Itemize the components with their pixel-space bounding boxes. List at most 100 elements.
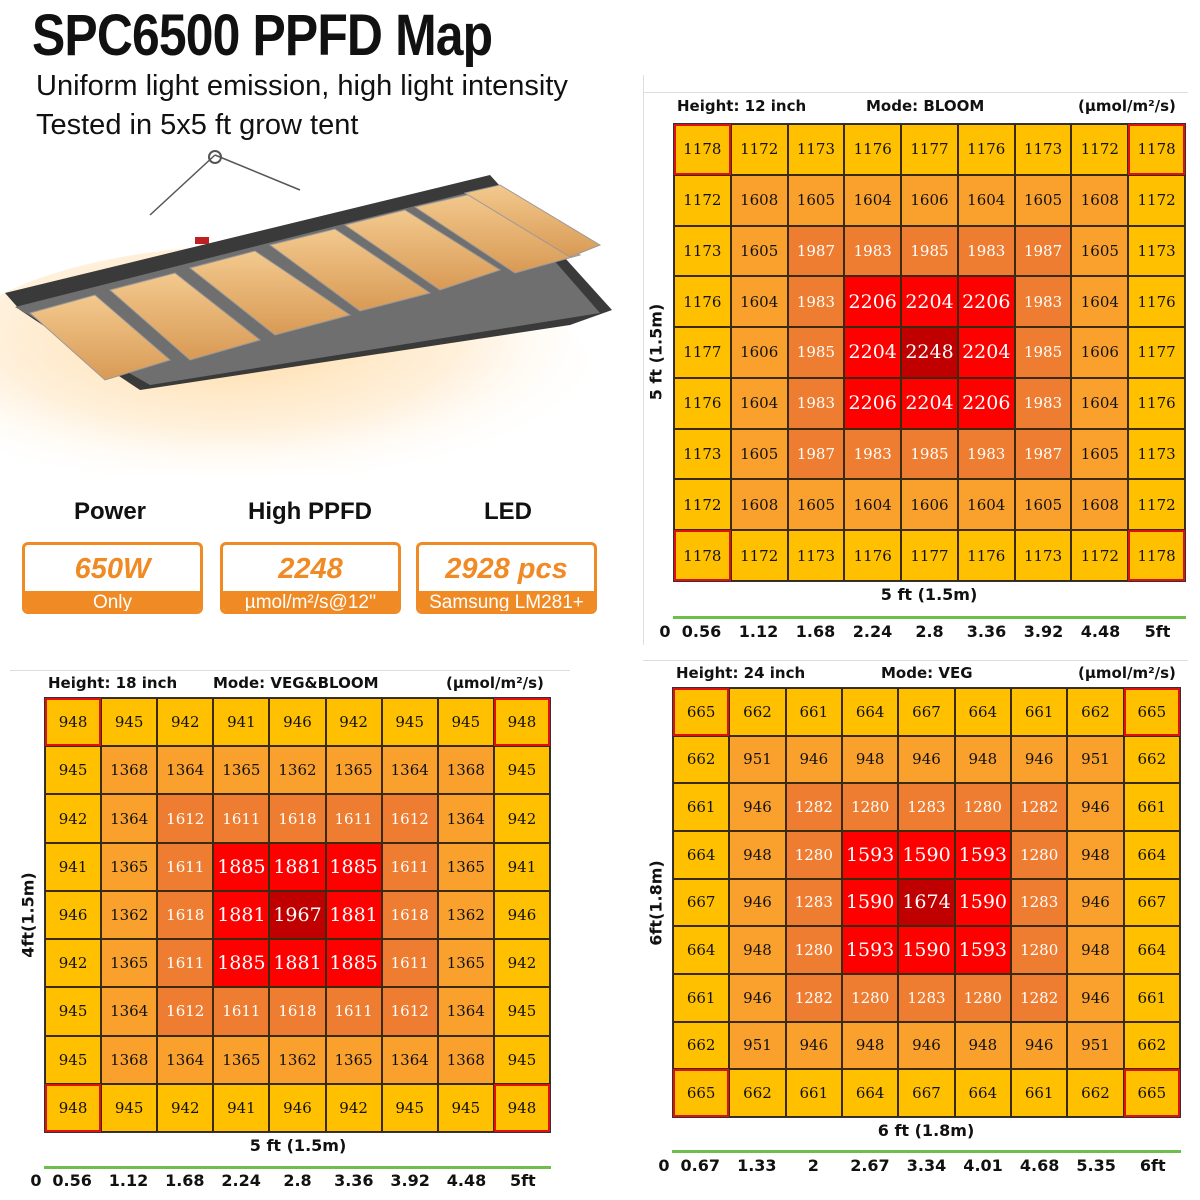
heatmap-cell: 945: [437, 1083, 494, 1132]
heatmap-cell: 1674: [898, 878, 955, 927]
heatmap-cell: 945: [381, 698, 438, 747]
x-tick-label: 0: [659, 622, 671, 641]
x-tick-label: 2: [807, 1156, 819, 1175]
heatmap-cell: 1364: [101, 987, 158, 1036]
heatmap-cell: 1176: [844, 124, 902, 175]
heatmap-cell: 2204: [901, 377, 958, 429]
feature-led-box: 2928 pcs Samsung LM281+: [416, 542, 597, 614]
heatmap-cell: 1593: [954, 926, 1011, 974]
x-tick-label: 6ft: [1139, 1156, 1166, 1175]
heatmap-cell: 945: [101, 1083, 158, 1132]
subtitle-uniform: Uniform light emission, high light inten…: [36, 70, 568, 102]
heatmap-cell: 662: [1067, 688, 1124, 736]
heatmap-cell: 1618: [269, 987, 326, 1036]
x-tick-label: 1.68: [165, 1171, 205, 1190]
heatmap-cell: 1172: [1071, 530, 1129, 581]
map-mode-label: Mode: VEG&BLOOM: [213, 674, 379, 692]
heatmap-cell: 1365: [213, 746, 270, 795]
heatmap-cell: 1983: [957, 225, 1015, 277]
heatmap-cell: 1604: [730, 377, 788, 429]
heatmap-cell: 942: [493, 794, 550, 843]
map-y-label: 5 ft (1.5m): [646, 303, 666, 401]
x-tick-label: 2.24: [221, 1171, 261, 1190]
heatmap-cell: 1611: [213, 794, 270, 843]
heatmap-cell: 1881: [213, 890, 270, 940]
heatmap-cell: 661: [785, 688, 842, 736]
heatmap-cell: 942: [45, 794, 102, 843]
subtitle-tested: Tested in 5x5 ft grow tent: [36, 109, 359, 141]
heatmap-cell: 946: [785, 1021, 842, 1070]
heatmap-cell: 1173: [1128, 225, 1185, 277]
heatmap-cell: 948: [45, 698, 102, 747]
heatmap-cell: 948: [1067, 831, 1124, 879]
heatmap-cell: 1611: [325, 794, 382, 843]
heatmap-cell: 1172: [1071, 124, 1129, 175]
x-tick-label: 3.92: [390, 1171, 430, 1190]
heatmap-cell: 946: [1067, 878, 1124, 927]
feature-power-box: 650W Only: [22, 542, 203, 614]
heatmap-cell: 1173: [674, 428, 731, 480]
x-tick-label: 1.68: [795, 622, 836, 641]
heatmap-cell: 1612: [381, 794, 438, 843]
heatmap-cell: 946: [729, 878, 786, 927]
heatmap-cell: 1178: [674, 530, 731, 581]
x-axis-line: [673, 605, 1186, 619]
x-tick-label: 1.12: [108, 1171, 149, 1190]
heatmap-cell: 1365: [213, 1035, 270, 1084]
heatmap-cell: 1365: [101, 939, 158, 988]
heatmap-cell: 661: [1123, 974, 1180, 1022]
heatmap-cell: 1604: [1071, 276, 1129, 328]
heatmap-cell: 1364: [381, 746, 438, 795]
feature-ppfd-value: 2248: [278, 553, 343, 585]
heatmap-cell: 946: [1067, 974, 1124, 1022]
map-unit-label: (µmol/m²/s): [1078, 97, 1176, 115]
heatmap-cell: 667: [898, 688, 955, 736]
heatmap-cell: 1605: [730, 428, 788, 480]
heatmap-cell: 2204: [844, 327, 902, 378]
heatmap-cell: 945: [101, 698, 158, 747]
heatmap-cell: 941: [45, 842, 102, 891]
heatmap-cell: 667: [898, 1069, 955, 1117]
heatmap-cell: 1604: [844, 479, 902, 531]
heatmap-cell: 948: [954, 735, 1011, 784]
heatmap-cell: 945: [493, 1035, 550, 1084]
heatmap-cell: 948: [729, 926, 786, 974]
heatmap-cell: 942: [157, 1083, 214, 1132]
heatmap-cell: 942: [493, 939, 550, 988]
heatmap-cell: 946: [898, 1021, 955, 1070]
heatmap-cell: 1612: [157, 987, 214, 1036]
heatmap-cell: 1611: [325, 987, 382, 1036]
heatmap-cell: 1605: [787, 174, 845, 226]
x-tick-label: 5.35: [1076, 1156, 1116, 1175]
heatmap-cell: 1283: [785, 878, 842, 927]
x-tick-label: 3.92: [1023, 622, 1064, 641]
heatmap-cell: 1364: [101, 794, 158, 843]
heatmap-cell: 1606: [901, 174, 958, 226]
heatmap-cell: 945: [45, 746, 102, 795]
x-tick-label: 0: [30, 1171, 42, 1190]
heatmap-grid: 1178 1172 1173 1176 1177 1176 1173 1172 1178 1172…: [673, 123, 1186, 582]
heatmap-cell: 941: [213, 1083, 270, 1132]
heatmap-cell: 665: [1123, 1069, 1180, 1117]
heatmap-cell: 667: [673, 878, 730, 927]
heatmap-cell: 2206: [844, 276, 902, 328]
x-tick-label: 4.01: [963, 1156, 1003, 1175]
x-tick-label: 4.68: [1019, 1156, 1060, 1175]
heatmap-cell: 945: [45, 1035, 102, 1084]
heatmap-cell: 1283: [1010, 878, 1068, 927]
heatmap-cell: 1604: [957, 174, 1015, 226]
heatmap-cell: 951: [1067, 1021, 1124, 1070]
heatmap-cell: 946: [898, 735, 955, 784]
map-y-label: 6ft(1.8m): [646, 860, 666, 946]
x-tick-label: 0.56: [681, 622, 722, 641]
x-tick-label: 2.8: [283, 1171, 312, 1190]
heatmap-cell: 2206: [957, 377, 1015, 429]
heatmap-cell: 1280: [785, 831, 842, 879]
heatmap-cell: 664: [954, 1069, 1011, 1117]
heatmap-cell: 1885: [213, 939, 270, 988]
heatmap-cell: 1280: [841, 783, 899, 831]
heatmap-cell: 1612: [157, 794, 214, 843]
heatmap-cell: 1985: [787, 327, 845, 378]
heatmap-cell: 1178: [1128, 530, 1185, 581]
heatmap-cell: 1177: [674, 327, 731, 378]
